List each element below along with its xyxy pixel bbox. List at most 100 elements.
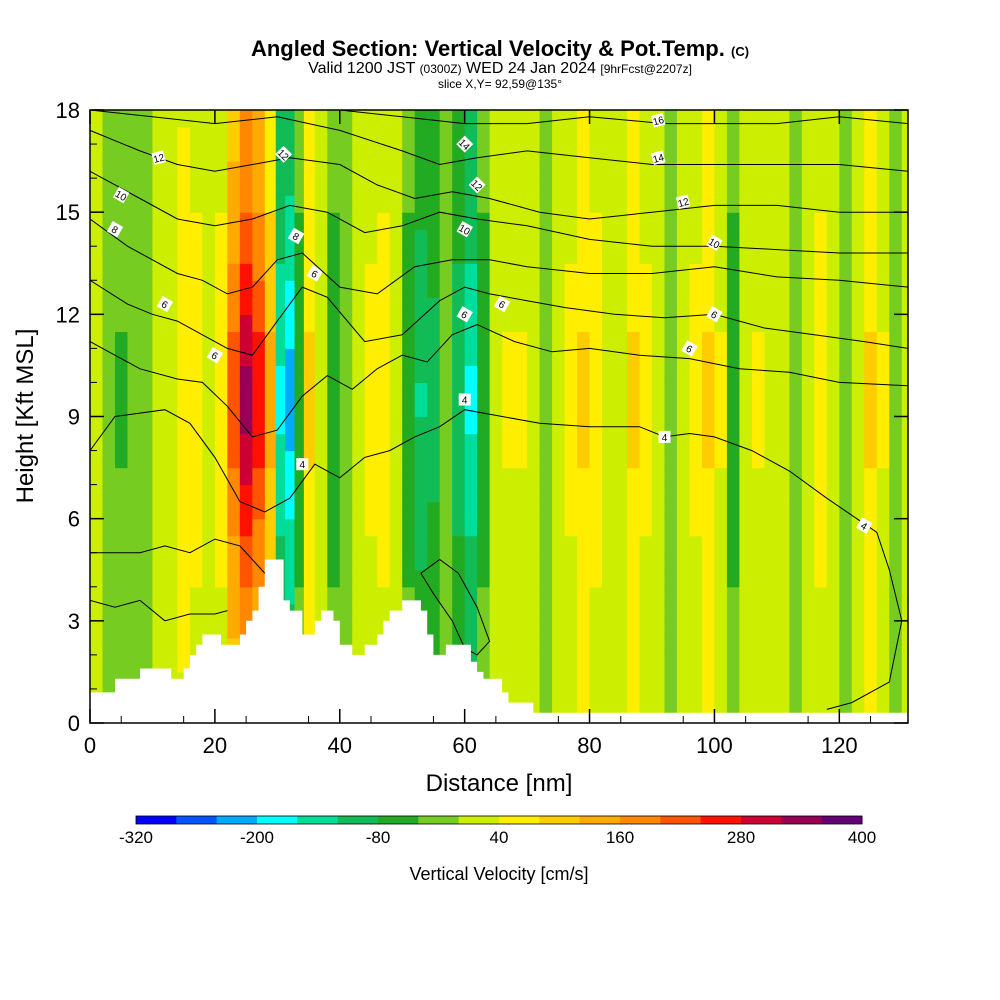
velocity-cell: [239, 246, 253, 264]
velocity-cell: [352, 484, 366, 503]
velocity-cell: [314, 144, 328, 162]
velocity-cell: [764, 144, 778, 162]
velocity-cell: [701, 144, 716, 162]
velocity-cell: [564, 501, 578, 520]
velocity-cell: [614, 382, 628, 401]
velocity-cell: [489, 127, 503, 145]
velocity-cell: [514, 552, 528, 571]
velocity-cell: [614, 178, 628, 196]
theta-label-box: [658, 430, 671, 443]
velocity-cell: [801, 620, 815, 639]
velocity-cell: [90, 671, 104, 690]
velocity-cell: [876, 569, 890, 588]
theta-contour-label: 6: [456, 306, 473, 323]
velocity-cell: [664, 603, 678, 622]
theta-contour-label: 4: [458, 393, 471, 407]
velocity-cell: [102, 484, 116, 503]
velocity-cell: [352, 144, 366, 162]
velocity-cell: [464, 161, 478, 179]
y-tick-label: 15: [56, 200, 80, 225]
velocity-cell: [402, 195, 416, 213]
velocity-cell: [539, 671, 553, 690]
velocity-cell: [627, 603, 641, 622]
velocity-cell: [814, 161, 828, 179]
velocity-cell: [152, 348, 166, 367]
velocity-cell: [339, 144, 353, 162]
velocity-cell: [826, 399, 840, 418]
velocity-cell: [751, 178, 765, 196]
velocity-cell: [377, 399, 391, 418]
velocity-cell: [564, 348, 578, 367]
velocity-cell: [739, 450, 753, 469]
velocity-cell: [127, 110, 141, 128]
velocity-cell: [614, 331, 628, 349]
velocity-cell: [901, 229, 908, 247]
velocity-cell: [739, 280, 753, 298]
velocity-cell: [651, 314, 666, 332]
velocity-cell: [901, 178, 908, 196]
velocity-cell: [627, 246, 641, 264]
velocity-cell: [177, 348, 191, 367]
velocity-cell: [464, 620, 478, 639]
colorbar-swatch: [499, 816, 540, 824]
velocity-cell: [427, 110, 441, 128]
velocity-cell: [439, 127, 453, 145]
velocity-cell: [339, 501, 353, 520]
velocity-cell: [814, 246, 828, 264]
velocity-cell: [826, 416, 840, 435]
velocity-cell: [876, 467, 890, 486]
velocity-cell: [776, 484, 790, 503]
velocity-cell: [814, 297, 828, 315]
velocity-cell: [627, 467, 641, 486]
velocity-cell: [275, 161, 286, 179]
velocity-cell: [814, 552, 828, 571]
velocity-cell: [489, 433, 503, 452]
theta-contour-line: [90, 129, 908, 220]
velocity-cell: [427, 501, 441, 520]
velocity-cell: [701, 569, 716, 588]
velocity-cell: [714, 195, 728, 213]
velocity-cell: [114, 399, 129, 418]
velocity-cell: [577, 331, 591, 349]
velocity-cell: [527, 688, 541, 707]
velocity-cell: [714, 348, 728, 367]
velocity-cell: [464, 484, 478, 503]
velocity-cell: [589, 382, 603, 401]
velocity-cell: [439, 280, 453, 298]
velocity-cell: [264, 433, 277, 452]
velocity-cell: [614, 161, 628, 179]
velocity-cell: [577, 212, 591, 230]
velocity-cell: [152, 484, 166, 503]
velocity-cell: [577, 484, 591, 503]
velocity-cell: [90, 535, 104, 554]
velocity-cell: [726, 484, 741, 503]
velocity-cell: [826, 467, 840, 486]
velocity-cell: [489, 110, 503, 128]
velocity-cell: [701, 552, 716, 571]
velocity-cell: [826, 535, 840, 554]
velocity-cell: [189, 246, 203, 264]
velocity-cell: [864, 484, 878, 503]
velocity-cell: [177, 450, 191, 469]
velocity-cell: [502, 399, 516, 418]
velocity-cell: [189, 535, 203, 554]
velocity-cell: [189, 280, 203, 298]
velocity-cell: [189, 263, 203, 281]
velocity-cell: [102, 620, 116, 639]
velocity-cell: [839, 484, 853, 503]
velocity-cell: [439, 161, 453, 179]
velocity-cell: [102, 603, 116, 622]
velocity-cell: [102, 178, 116, 196]
velocity-cell: [664, 280, 678, 298]
velocity-cell: [303, 127, 316, 145]
colorbar-swatch: [216, 816, 258, 824]
velocity-cell: [739, 399, 753, 418]
velocity-cell: [789, 671, 803, 690]
velocity-cell: [389, 110, 403, 128]
velocity-cell: [876, 144, 890, 162]
velocity-cell: [664, 297, 678, 315]
velocity-cell: [627, 161, 641, 179]
velocity-cell: [552, 450, 566, 469]
velocity-cell: [294, 501, 305, 520]
